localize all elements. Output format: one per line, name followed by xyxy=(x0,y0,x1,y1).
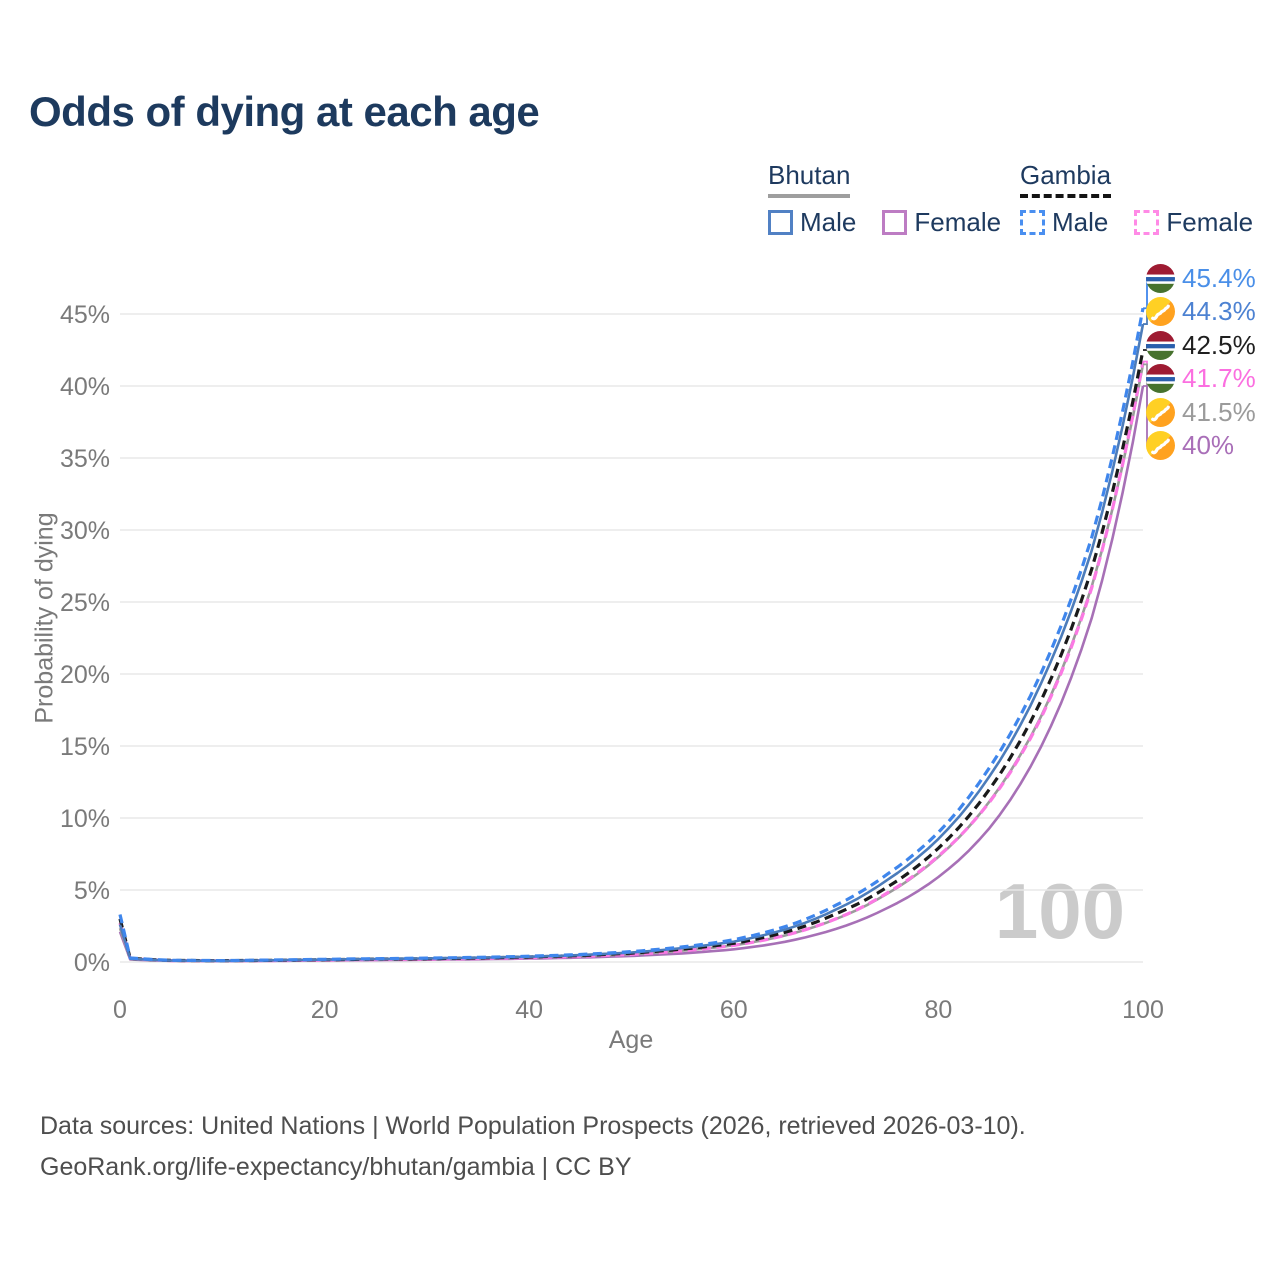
legend-label-bhutan-female: Female xyxy=(914,207,1002,237)
series-line-gambia-male[interactable] xyxy=(118,307,1145,963)
end-label-row-bhutan-female: 40% xyxy=(1146,430,1234,462)
legend-group-gambia: Gambia Male Female xyxy=(1020,160,1253,238)
x-tick-label-80: 80 xyxy=(924,996,952,1024)
footer-sources: Data sources: United Nations | World Pop… xyxy=(40,1112,1026,1140)
end-value-bhutan-female: 40% xyxy=(1182,430,1235,460)
y-axis-label: Probability of dying xyxy=(30,512,59,724)
y-tick-label-0: 0% xyxy=(74,949,110,977)
y-tick-label-35: 35% xyxy=(60,445,110,473)
legend-items-gambia: Male Female xyxy=(1020,207,1253,238)
x-axis-label: Age xyxy=(608,1026,654,1054)
gambia-flag xyxy=(1146,364,1175,393)
end-value-gambia-male: 45.4% xyxy=(1182,262,1256,293)
bhutan-flag xyxy=(1146,397,1175,427)
legend-items-bhutan: Male Female xyxy=(768,207,1001,238)
y-tick-label-20: 20% xyxy=(60,661,110,689)
legend-country-bhutan[interactable]: Bhutan xyxy=(768,160,851,198)
legend-item-bhutan-male[interactable]: Male xyxy=(768,207,856,238)
series-line-bhutan-male[interactable] xyxy=(118,323,1145,963)
x-tick-label-40: 40 xyxy=(515,996,543,1024)
bhutan-flag xyxy=(1146,297,1175,326)
end-label-row-gambia-female: 41.7% xyxy=(1146,363,1256,395)
footer: Data sources: United Nations | World Pop… xyxy=(40,1106,1026,1187)
bhutan-male-swatch-icon xyxy=(768,210,793,235)
gambia-flag xyxy=(1146,263,1175,293)
gambia-flag xyxy=(1146,330,1175,360)
bhutan-flag-icon xyxy=(1146,297,1175,326)
legend-item-gambia-male[interactable]: Male xyxy=(1020,207,1108,238)
y-tick-label-15: 15% xyxy=(60,733,110,761)
end-label-row-bhutan-total: 41.5% xyxy=(1146,396,1256,428)
legend-country-gambia[interactable]: Gambia xyxy=(1020,160,1112,198)
y-tick-label-45: 45% xyxy=(60,301,110,329)
end-value-bhutan-total: 41.5% xyxy=(1182,396,1256,427)
end-value-gambia-female: 41.7% xyxy=(1182,363,1256,393)
legend-label-gambia-male: Male xyxy=(1052,207,1109,237)
gambia-flag-icon xyxy=(1146,263,1175,293)
y-tick-label-5: 5% xyxy=(74,877,110,905)
legend-label-gambia-female: Female xyxy=(1166,207,1254,237)
x-tick-label-0: 0 xyxy=(113,996,127,1024)
bhutan-flag-icon xyxy=(1146,397,1175,427)
legend-label-bhutan-male: Male xyxy=(800,207,857,237)
gambia-flag-icon xyxy=(1146,364,1175,393)
bhutan-flag-icon xyxy=(1146,431,1175,460)
x-tick-label-100: 100 xyxy=(1122,996,1164,1024)
end-value-gambia-total: 42.5% xyxy=(1182,329,1256,360)
bhutan-flag xyxy=(1146,431,1175,460)
end-label-row-gambia-total: 42.5% xyxy=(1146,329,1256,361)
legend-group-bhutan: Bhutan Male Female xyxy=(768,160,1001,238)
series-line-gambia-total[interactable] xyxy=(118,349,1145,963)
y-tick-label-25: 25% xyxy=(60,589,110,617)
end-label-row-gambia-male: 45.4% xyxy=(1146,262,1256,294)
x-tick-label-20: 20 xyxy=(311,996,339,1024)
legend-item-gambia-female[interactable]: Female xyxy=(1134,207,1253,238)
y-tick-label-30: 30% xyxy=(60,517,110,545)
age-counter-watermark: 100 xyxy=(994,867,1125,955)
footer-link: GeoRank.org/life-expectancy/bhutan/gambi… xyxy=(40,1152,632,1181)
series-line-bhutan-total[interactable] xyxy=(118,364,1145,963)
x-tick-label-60: 60 xyxy=(720,996,748,1024)
end-value-bhutan-male: 44.3% xyxy=(1182,296,1256,326)
page-title: Odds of dying at each age xyxy=(29,88,540,135)
series-line-gambia-female[interactable] xyxy=(118,361,1145,963)
gambia-female-swatch-icon xyxy=(1134,210,1160,235)
plot-area: 0% 5% 10% 15% 20% 25% 30% 35% 40% 45% 0 20 40 60 80 100 xyxy=(60,277,1164,1024)
end-label-row-bhutan-male: 44.3% xyxy=(1146,296,1256,328)
bhutan-female-swatch-icon xyxy=(882,210,908,235)
y-tick-label-10: 10% xyxy=(60,805,110,833)
y-tick-label-40: 40% xyxy=(60,373,110,401)
legend-item-bhutan-female[interactable]: Female xyxy=(882,207,1001,238)
gambia-male-swatch-icon xyxy=(1020,210,1045,235)
gambia-flag-icon xyxy=(1146,330,1175,360)
